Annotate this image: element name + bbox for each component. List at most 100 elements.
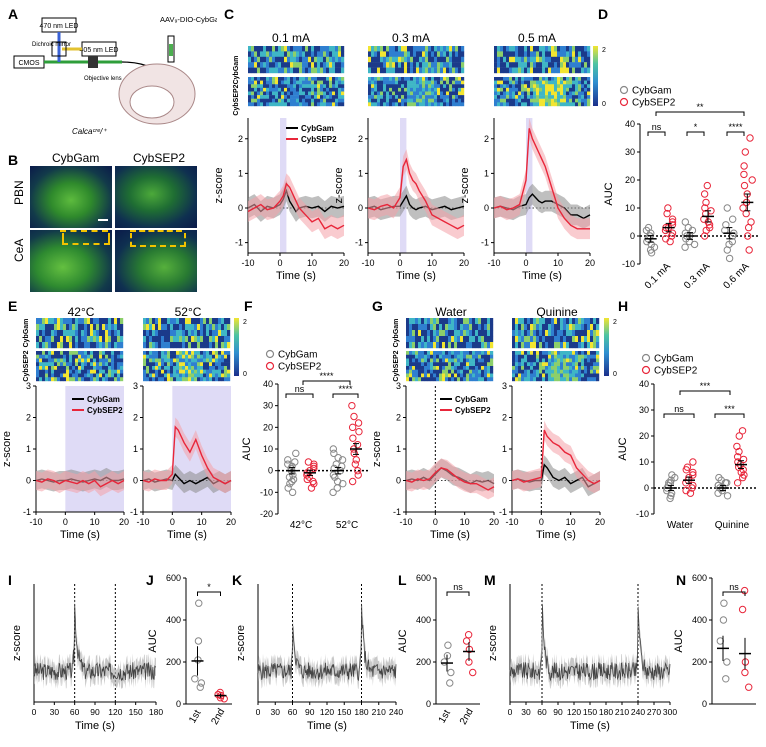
data-point: [284, 484, 292, 492]
heat-cell: [475, 324, 479, 331]
heat-cell: [374, 80, 378, 85]
heat-cell: [518, 84, 522, 89]
heat-cell: [158, 351, 162, 355]
heat-cell: [386, 91, 390, 96]
heat-cell: [374, 91, 378, 96]
heat-cell: [386, 67, 390, 74]
heat-cell: [389, 102, 393, 107]
heat-cell: [469, 336, 473, 343]
heat-cell: [433, 369, 437, 374]
dot-plot-d: [637, 123, 758, 265]
heat-cell: [120, 373, 124, 378]
heat-cell: [338, 80, 342, 85]
heat-cell: [114, 377, 118, 382]
heat-cell: [143, 377, 147, 382]
heat-cell: [170, 351, 174, 355]
heat-cell: [443, 102, 447, 107]
heat-cell: [512, 62, 516, 68]
heat-cell: [93, 358, 97, 363]
heat-cell: [164, 366, 168, 370]
heat-cell: [87, 366, 91, 370]
heat-cell: [200, 351, 204, 355]
heat-cell: [57, 318, 61, 325]
heat-cell: [332, 84, 336, 89]
heat-cell: [263, 87, 267, 92]
heat-cell: [296, 87, 300, 92]
heat-cell: [503, 46, 507, 52]
heat-cell: [563, 84, 567, 89]
heat-cell: [179, 358, 183, 363]
heat-cell: [563, 77, 567, 81]
heat-cell: [78, 377, 82, 382]
data-point: [719, 616, 728, 624]
heat-cell: [448, 330, 452, 337]
heat-cell: [257, 98, 261, 103]
heat-cell: [60, 366, 64, 370]
heat-cell: [554, 51, 558, 57]
heat-cell: [260, 46, 264, 52]
heat-cell: [51, 351, 55, 355]
x-tick-label: 150: [583, 707, 597, 717]
heat-cell: [413, 46, 417, 52]
heat-cell: [188, 369, 192, 374]
heat-cell: [66, 369, 70, 374]
heat-cell: [448, 318, 452, 325]
heat-cell: [500, 102, 504, 107]
heat-cell: [320, 62, 324, 68]
heat-cell: [536, 67, 540, 74]
heat-cell: [392, 62, 396, 68]
heat-cell: [494, 51, 498, 57]
heat-cell: [404, 80, 408, 85]
heat-cell: [439, 342, 443, 349]
heat-cell: [515, 102, 519, 107]
heat-cell: [524, 91, 528, 96]
heat-cell: [99, 330, 103, 337]
heat-cell: [431, 91, 435, 96]
heat-cell: [449, 98, 453, 103]
heat-cell: [539, 377, 543, 382]
heat-cell: [484, 354, 488, 359]
heat-cell: [87, 369, 91, 374]
heat-cell: [368, 51, 372, 57]
heat-cell: [146, 362, 150, 367]
heat-cell: [497, 84, 501, 89]
heat-cell: [487, 369, 491, 374]
heat-cell: [548, 51, 552, 57]
heat-cell: [530, 351, 534, 355]
heat-cell: [436, 369, 440, 374]
heat-cell: [63, 358, 67, 363]
heat-cell: [472, 351, 476, 355]
heat-cell: [39, 366, 43, 370]
heat-cell: [415, 351, 419, 355]
heat-cell: [578, 102, 582, 107]
heat-cell: [460, 373, 464, 378]
heat-cell: [75, 366, 79, 370]
heat-cell: [563, 324, 567, 331]
heat-cell: [515, 366, 519, 370]
heat-cell: [596, 358, 600, 363]
heat-cell: [218, 354, 222, 359]
heat-cell: [527, 336, 531, 343]
heat-cell: [272, 62, 276, 68]
panel-label-k: K: [232, 572, 243, 588]
heat-cell: [293, 77, 297, 81]
heat-cell: [545, 98, 549, 103]
bracket-d-4: [655, 111, 745, 116]
heat-cell: [578, 336, 582, 343]
heat-cell: [143, 351, 147, 355]
heat-cell: [317, 46, 321, 52]
heat-cell: [542, 362, 546, 367]
heat-cell: [466, 362, 470, 367]
heat-cell: [587, 87, 591, 92]
heat-cell: [509, 67, 513, 74]
line-chart-e-1: [140, 385, 232, 515]
heat-cell: [281, 91, 285, 96]
heat-cell: [461, 51, 465, 57]
heat-cell: [203, 358, 207, 363]
x-tick-label: 20: [595, 517, 605, 527]
heat-cell: [536, 91, 540, 96]
heat-cell: [221, 318, 225, 325]
heat-cell: [368, 62, 372, 68]
heat-cell: [542, 354, 546, 359]
heat-cell: [551, 330, 555, 337]
